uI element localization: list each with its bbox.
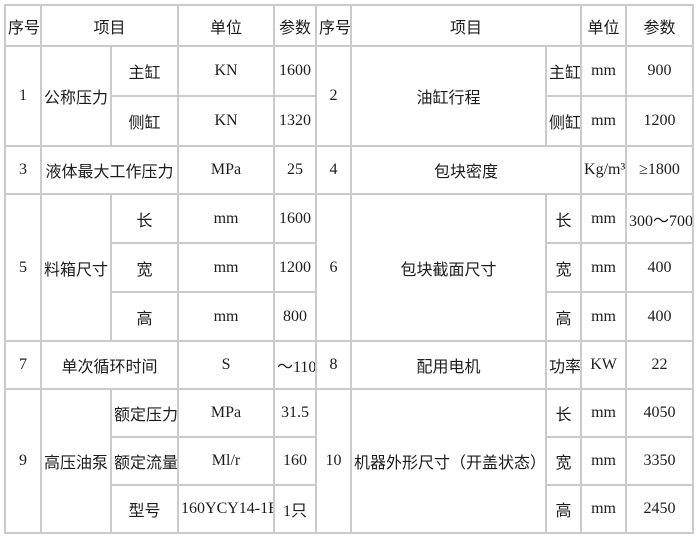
row5-sub0-unit: mm [177,193,276,244]
row7-value: ～110 [273,340,318,390]
row2-sub0-unit: mm [580,45,628,97]
row6-item: 包块截面尺寸 [350,193,548,342]
row10-sub0-unit: mm [580,388,628,438]
row5-sub0-value: 1600 [273,193,318,244]
row6-sub1-unit: mm [580,242,628,293]
row1-no: 1 [4,45,42,147]
row2-item: 油缸行程 [350,45,548,147]
row10-sub1-unit: mm [580,436,628,486]
row10-sub2-value: 2450 [625,484,695,534]
row3-unit: MPa [177,145,276,195]
row6-sub2-unit: mm [580,291,628,342]
row9-sub2-value: 1只 [273,484,318,534]
row10-sub0-name: 长 [545,388,583,438]
row1-item: 公称压力 [40,45,112,147]
row9-sub1-unit: Ml/r [177,436,276,486]
row9-no: 9 [4,388,42,534]
row10-sub1-name: 宽 [545,436,583,486]
header-param-right: 参数 [625,4,695,47]
row9-sub0-value: 31.5 [273,388,318,438]
row9-item: 高压油泵 [40,388,112,534]
row6-sub2-value: 400 [625,291,695,342]
row5-sub2-unit: mm [177,291,276,342]
table-row: 高 mm 800 高 mm 400 [5,291,695,342]
row6-sub0-unit: mm [580,193,628,244]
row10-sub2-unit: mm [580,484,628,534]
table-row: 7 单次循环时间 S ～110 8 配用电机 功率 KW 22 [4,340,695,390]
row9-sub2-name: 型号 [109,484,180,534]
row9-sub0-name: 额定压力 [109,388,180,438]
row5-sub0-name: 长 [109,193,180,244]
row4-item: 包块密度 [350,145,583,195]
row3-no: 3 [4,145,42,195]
row2-sub0-value: 900 [625,45,695,97]
row2-sub1-unit: mm [580,95,628,147]
table-row: 侧缸 KN 1320 侧缸 mm 1200 [5,95,695,147]
row10-sub1-value: 3350 [625,436,695,486]
row7-unit: S [177,340,276,390]
row6-no: 6 [315,193,353,342]
row9-sub1-name: 额定流量 [109,436,180,486]
row1-sub1-unit: KN [177,95,276,147]
row1-sub1-value: 1320 [273,95,318,147]
row6-sub1-value: 400 [625,242,695,293]
row5-sub2-value: 800 [273,291,318,342]
row4-no: 4 [315,145,353,195]
table-row: 宽 mm 1200 宽 mm 400 [5,242,695,293]
row2-sub0-name: 主缸 [545,45,583,97]
table-row: 9 高压油泵 额定压力 MPa 31.5 10 机器外形尺寸（开盖状态） 长 m… [4,388,695,534]
table-row: 型号 160YCY14-1B 1只 高 mm 2450 [5,484,695,534]
row4-value: ≥1800 [625,145,695,195]
row9-sub2-unit: 160YCY14-1B [177,484,276,534]
row8-value: 22 [625,340,695,390]
row8-unit: KW [580,340,628,390]
row4-unit: Kg/m³ [580,145,628,195]
row3-item: 液体最大工作压力 [39,145,180,195]
row10-item: 机器外形尺寸（开盖状态） [350,388,548,534]
row6-sub0-value: 300～700 [625,193,695,244]
row5-sub2-name: 高 [109,291,180,342]
row3-value: 25 [273,145,318,195]
row2-sub1-value: 1200 [625,95,695,147]
row10-sub2-name: 高 [545,484,583,534]
row1-sub0-unit: KN [177,45,276,97]
row2-no: 2 [315,45,353,147]
row1-sub0-name: 主缸 [109,45,180,97]
row9-sub1-value: 160 [273,436,318,486]
row8-item: 配用电机 [350,340,548,390]
row2-sub1-name: 侧缸 [545,95,583,147]
row8-no: 8 [315,340,353,390]
table-row: 3 液体最大工作压力 MPa 25 4 包块密度 Kg/m³ ≥1800 [4,145,695,195]
row5-item: 料箱尺寸 [40,193,112,342]
row5-sub1-unit: mm [177,242,276,293]
row9-sub0-unit: MPa [177,388,276,438]
header-param-left: 参数 [273,4,318,47]
row5-no: 5 [4,193,42,342]
table-row: 额定流量 Ml/r 160 宽 mm 3350 [5,436,695,486]
header-no-left: 序号 [4,4,42,47]
row5-sub1-name: 宽 [109,242,180,293]
row5-sub1-value: 1200 [273,242,318,293]
row1-sub0-value: 1600 [273,45,318,97]
row10-sub0-value: 4050 [625,388,695,438]
row1-sub1-name: 侧缸 [109,95,180,147]
row6-sub2-name: 高 [545,291,583,342]
row8-sub-name: 功率 [545,340,583,390]
header-row: 序号 项目 单位 参数 序号 项目 单位 参数 [4,4,695,47]
row7-no: 7 [4,340,42,390]
header-no-right: 序号 [315,4,353,47]
spec-table: 序号 项目 单位 参数 序号 项目 单位 参数 1 公称压力 主缸 KN 160… [4,4,695,534]
header-unit-right: 单位 [580,4,628,47]
table-row: 1 公称压力 主缸 KN 1600 2 油缸行程 主缸 mm 900 [4,45,695,147]
table-row: 5 料箱尺寸 长 mm 1600 6 包块截面尺寸 长 mm 300～700 [4,193,695,342]
row6-sub1-name: 宽 [545,242,583,293]
row6-sub0-name: 长 [545,193,583,244]
header-unit-left: 单位 [177,4,276,47]
row10-no: 10 [315,388,353,534]
header-item-right: 项目 [350,4,583,47]
header-item-left: 项目 [39,4,180,47]
row7-item: 单次循环时间 [39,340,180,390]
